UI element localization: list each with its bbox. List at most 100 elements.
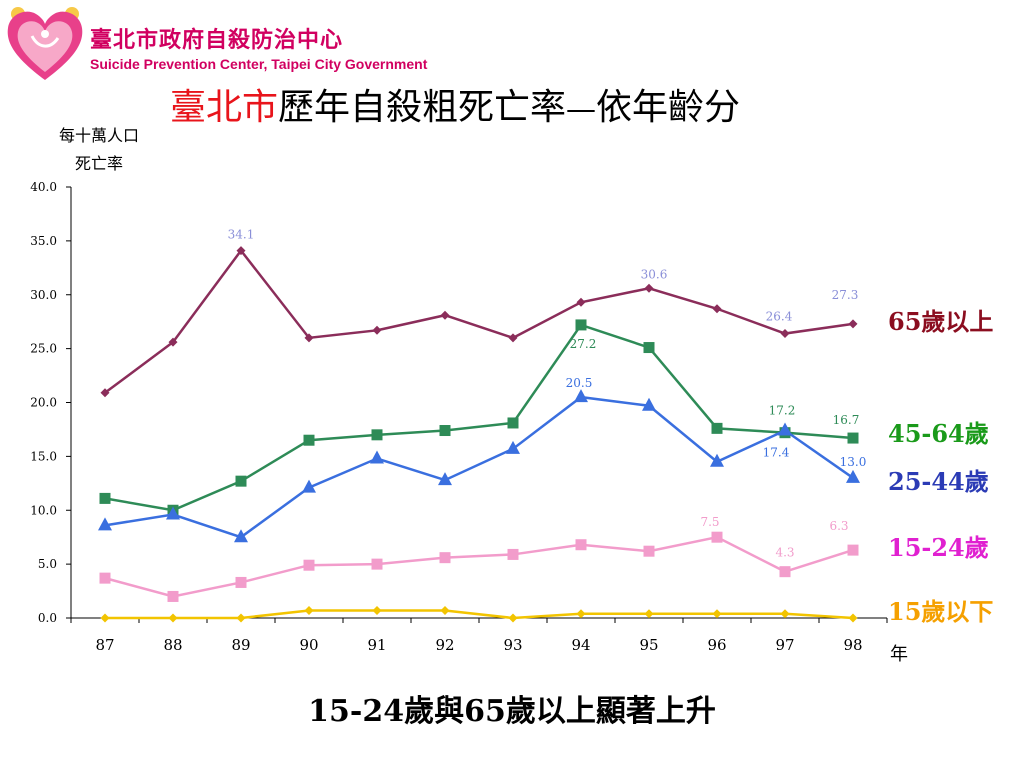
data-point-s4 — [780, 609, 790, 619]
series-line-1 — [104, 323, 854, 512]
data-point-s1 — [371, 429, 383, 441]
title-dash: — — [566, 92, 597, 127]
y-tick-label: 20.0 — [30, 396, 57, 410]
y-axis-label: 每十萬人口 死亡率 — [44, 122, 154, 178]
x-tick-label: 94 — [571, 636, 590, 654]
data-point-s3 — [439, 552, 451, 564]
data-point-s3 — [167, 590, 179, 602]
data-point-s0 — [780, 329, 790, 339]
data-point-s1 — [235, 475, 247, 487]
legend-45-64: 45-64歲 — [888, 419, 989, 448]
org-name-en: Suicide Prevention Center, Taipei City G… — [90, 56, 428, 72]
data-point-s1 — [575, 319, 587, 331]
data-point-s3 — [507, 548, 519, 560]
legend-65-plus: 65歲以上 — [888, 307, 994, 336]
data-label: 7.5 — [700, 515, 719, 529]
data-label: 27.2 — [570, 337, 597, 351]
data-point-s4 — [712, 609, 722, 619]
y-axis-label-line1: 每十萬人口 — [58, 126, 139, 145]
data-point-s1 — [439, 425, 451, 437]
data-point-s2 — [370, 450, 384, 464]
y-tick-label: 0.0 — [38, 611, 57, 625]
x-tick-label: 89 — [231, 636, 250, 654]
y-axis-label-line2: 死亡率 — [74, 154, 123, 173]
data-label: 26.4 — [766, 310, 793, 324]
data-point-s3 — [303, 559, 315, 571]
data-point-s1 — [643, 342, 655, 354]
data-label: 17.2 — [769, 404, 796, 418]
data-point-s0 — [644, 283, 654, 293]
x-tick-label: 95 — [639, 636, 658, 654]
x-tick-label: 87 — [95, 636, 114, 654]
chart-title: 臺北市歷年自殺粗死亡率—依年齡分 — [170, 78, 740, 130]
data-label: 34.1 — [228, 228, 255, 242]
series-line-3 — [104, 535, 854, 598]
x-tick-label: 98 — [843, 636, 862, 654]
data-point-s1 — [303, 434, 315, 446]
x-axis-unit: 年 — [890, 644, 908, 665]
data-label: 30.6 — [641, 267, 668, 281]
x-tick-label: 88 — [163, 636, 182, 654]
data-point-s2 — [506, 440, 520, 454]
data-point-s0 — [372, 325, 382, 335]
data-point-s4 — [236, 613, 246, 623]
data-label: 4.3 — [775, 546, 794, 560]
data-point-s3 — [235, 576, 247, 588]
data-label: 16.7 — [833, 413, 860, 427]
title-suffix: 依年齡分 — [596, 87, 741, 128]
y-tick-label: 35.0 — [30, 234, 57, 248]
data-point-s2 — [710, 453, 724, 467]
legend-under-15: 15歲以下 — [888, 597, 994, 626]
data-point-s3 — [711, 531, 723, 543]
data-label: 27.3 — [832, 288, 859, 302]
legend-25-44: 25-44歲 — [888, 467, 989, 496]
data-point-s0 — [508, 333, 518, 343]
data-point-s4 — [508, 613, 518, 623]
org-name-zh: 臺北市政府自殺防治中心 — [90, 28, 344, 53]
x-tick-label: 93 — [503, 636, 522, 654]
data-point-s3 — [99, 572, 111, 584]
data-point-s0 — [440, 310, 450, 320]
data-point-s3 — [779, 566, 791, 578]
data-point-s4 — [168, 613, 178, 623]
data-label: 20.5 — [566, 376, 593, 390]
data-point-s1 — [507, 417, 519, 429]
data-point-s2 — [166, 506, 180, 520]
x-tick-label: 97 — [775, 636, 794, 654]
data-label: 6.3 — [829, 519, 848, 533]
x-tick-label: 90 — [299, 636, 318, 654]
data-point-s3 — [847, 544, 859, 556]
heart-logo-icon — [7, 7, 83, 81]
title-main: 歷年自殺粗死亡率 — [278, 87, 567, 128]
data-point-s2 — [234, 529, 248, 543]
data-label: 17.4 — [763, 446, 790, 460]
data-point-s3 — [643, 545, 655, 557]
data-point-s0 — [236, 246, 246, 256]
data-point-s4 — [440, 605, 450, 615]
data-point-s2 — [302, 479, 316, 493]
data-point-s0 — [304, 333, 314, 343]
series-line-0 — [104, 248, 854, 394]
y-tick-label: 5.0 — [38, 557, 57, 571]
y-tick-label: 10.0 — [30, 503, 57, 517]
data-point-s0 — [576, 297, 586, 307]
data-point-s2 — [846, 469, 860, 483]
y-tick-label: 25.0 — [30, 342, 57, 356]
y-tick-label: 40.0 — [30, 180, 57, 194]
data-point-s0 — [100, 388, 110, 398]
data-point-s0 — [168, 337, 178, 347]
data-point-s4 — [372, 605, 382, 615]
series-line-2 — [104, 395, 854, 539]
y-tick-label: 30.0 — [30, 288, 57, 302]
data-point-s2 — [574, 389, 588, 403]
data-point-s1 — [711, 422, 723, 434]
data-point-s3 — [575, 539, 587, 551]
data-label: 13.0 — [840, 455, 867, 469]
data-point-s2 — [642, 397, 656, 411]
data-point-s4 — [100, 613, 110, 623]
x-tick-label: 91 — [367, 636, 386, 654]
x-tick-label: 96 — [707, 636, 726, 654]
data-point-s1 — [847, 432, 859, 444]
data-point-s4 — [848, 613, 858, 623]
